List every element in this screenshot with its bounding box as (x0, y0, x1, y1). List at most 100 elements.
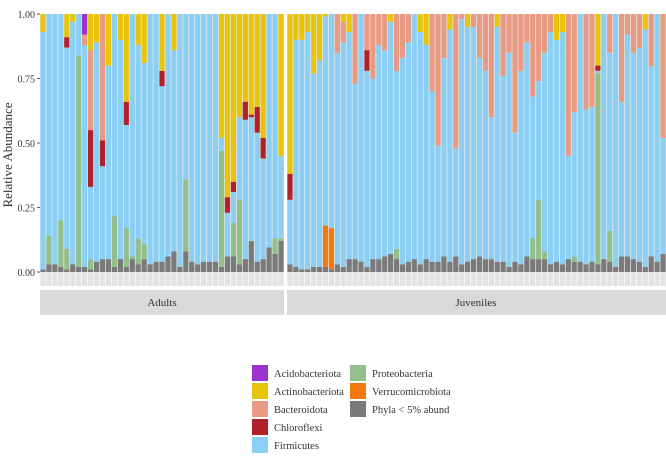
bar-juveniles-10-actinobacteriota (340, 14, 346, 22)
bar-juveniles-59-phyla-abund- (630, 259, 637, 272)
bar-adults-4-proteobacteria (58, 220, 64, 267)
bar-juveniles-57-firmicutes (618, 101, 625, 257)
bar-juveniles-46-firmicutes (553, 39, 560, 262)
bar-juveniles-4-actinobacteriota (305, 14, 311, 33)
sample-tick-juveniles-24 (423, 273, 429, 286)
sample-tick-juveniles-17 (382, 273, 388, 286)
sample-tick-juveniles-39 (512, 273, 518, 286)
bar-juveniles-4-phyla-abund- (305, 269, 311, 272)
bar-adults-40-proteobacteria (272, 238, 278, 254)
bar-juveniles-57-phyla-abund- (618, 256, 625, 272)
bar-juveniles-45-phyla-abund- (547, 264, 554, 272)
sample-tick-adults-3 (52, 273, 58, 286)
bar-adults-18-firmicutes (141, 63, 147, 244)
bar-juveniles-25-bacteroidota (429, 14, 435, 92)
sample-tick-adults-40 (272, 273, 278, 286)
sample-tick-juveniles-32 (470, 273, 477, 286)
bar-adults-24-firmicutes (177, 14, 183, 267)
bar-juveniles-32-bacteroidota (470, 14, 477, 27)
bar-adults-7-phyla-abund- (76, 266, 82, 272)
sample-tick-adults-5 (64, 273, 70, 286)
sample-tick-juveniles-27 (441, 273, 447, 286)
bar-juveniles-35-bacteroidota (488, 14, 494, 118)
bar-juveniles-26-firmicutes (435, 145, 441, 262)
bar-adults-5-firmicutes (64, 47, 70, 249)
bar-juveniles-17-phyla-abund- (382, 256, 388, 272)
bar-juveniles-51-phyla-abund- (583, 264, 589, 272)
sample-tick-juveniles-31 (465, 273, 471, 286)
bar-adults-41-proteobacteria (278, 238, 284, 242)
bar-juveniles-44-proteobacteria (542, 251, 548, 260)
sample-tick-adults-29 (206, 273, 213, 286)
bar-adults-15-proteobacteria (123, 228, 129, 267)
bar-juveniles-38-phyla-abund- (506, 266, 512, 272)
bar-adults-35-firmicutes (242, 119, 248, 260)
bar-juveniles-7-phyla-abund- (322, 266, 329, 272)
sample-tick-juveniles-58 (624, 273, 631, 286)
bar-adults-38-chloroflexi (260, 137, 266, 159)
sample-tick-juveniles-13 (358, 273, 364, 286)
bar-adults-9-chloroflexi (87, 130, 94, 187)
sample-tick-adults-6 (70, 273, 76, 286)
sample-tick-adults-11 (99, 273, 106, 286)
bar-juveniles-31-phyla-abund- (465, 261, 471, 272)
bar-adults-21-phyla-abund- (159, 261, 165, 272)
bar-juveniles-62-firmicutes (648, 66, 654, 257)
bar-adults-22-firmicutes (165, 14, 171, 257)
bar-adults-8-bacteroidota (82, 34, 88, 45)
bar-juveniles-3-actinobacteriota (299, 14, 305, 40)
bar-juveniles-49-phyla-abund- (571, 261, 577, 272)
sample-tick-adults-33 (230, 273, 237, 286)
sample-tick-adults-12 (105, 273, 112, 286)
bar-juveniles-63-phyla-abund- (654, 261, 660, 272)
bar-juveniles-19-phyla-abund- (393, 259, 400, 272)
sample-tick-adults-9 (87, 273, 94, 286)
bar-juveniles-41-phyla-abund- (524, 256, 530, 272)
legend-label: Verrucomicrobiota (372, 387, 450, 398)
sample-tick-juveniles-46 (553, 273, 560, 286)
bar-adults-37-actinobacteriota (254, 14, 260, 107)
bar-juveniles-3-firmicutes (299, 39, 305, 270)
bar-adults-5-chloroflexi (64, 37, 70, 48)
bar-adults-27-firmicutes (195, 14, 201, 265)
bar-adults-21-firmicutes (159, 86, 165, 262)
sample-tick-juveniles-1 (287, 273, 293, 286)
bar-adults-10-actinobacteriota (93, 14, 100, 43)
bar-juveniles-45-bacteroidota (547, 14, 554, 33)
bar-juveniles-16-phyla-abund- (376, 259, 382, 272)
bar-juveniles-13-phyla-abund- (358, 261, 364, 272)
bar-juveniles-11-actinobacteriota (346, 14, 352, 33)
y-tick-label: 0.75 (18, 75, 36, 86)
bar-juveniles-31-actinobacteriota (465, 14, 471, 27)
bar-juveniles-8-phyla-abund- (328, 269, 335, 272)
bar-adults-40-firmicutes (272, 14, 278, 239)
bar-juveniles-34-firmicutes (482, 70, 488, 260)
sample-tick-juveniles-11 (346, 273, 352, 286)
bar-adults-32-firmicutes (224, 212, 231, 257)
bar-juveniles-47-phyla-abund- (559, 264, 565, 272)
sample-tick-juveniles-59 (630, 273, 637, 286)
sample-tick-adults-15 (123, 273, 129, 286)
sample-tick-juveniles-6 (316, 273, 323, 286)
bar-juveniles-9-firmicutes (334, 52, 340, 265)
sample-tick-adults-22 (165, 273, 171, 286)
sample-tick-juveniles-21 (405, 273, 411, 286)
bar-juveniles-10-firmicutes (340, 42, 346, 267)
bar-juveniles-46-phyla-abund- (553, 261, 560, 272)
bar-adults-17-firmicutes (135, 44, 141, 239)
bar-adults-7-proteobacteria (76, 55, 82, 267)
legend-swatch-phyla-abund- (350, 401, 366, 417)
bar-juveniles-44-firmicutes (542, 52, 548, 252)
bar-juveniles-40-bacteroidota (518, 14, 524, 71)
bar-juveniles-51-bacteroidota (583, 14, 589, 110)
bar-juveniles-52-firmicutes (589, 106, 595, 262)
bar-juveniles-44-phyla-abund- (542, 259, 548, 272)
bar-juveniles-1-phyla-abund- (287, 264, 293, 272)
bar-juveniles-24-phyla-abund- (423, 259, 429, 272)
legend-label: Proteobacteria (372, 369, 433, 380)
y-tick-label: 0.00 (18, 268, 36, 279)
bar-adults-8-acidobacteriota (82, 14, 88, 35)
bar-adults-14-phyla-abund- (117, 259, 123, 272)
bar-juveniles-54-phyla-abund- (601, 259, 607, 272)
legend-swatch-actinobacteriota (252, 383, 268, 399)
